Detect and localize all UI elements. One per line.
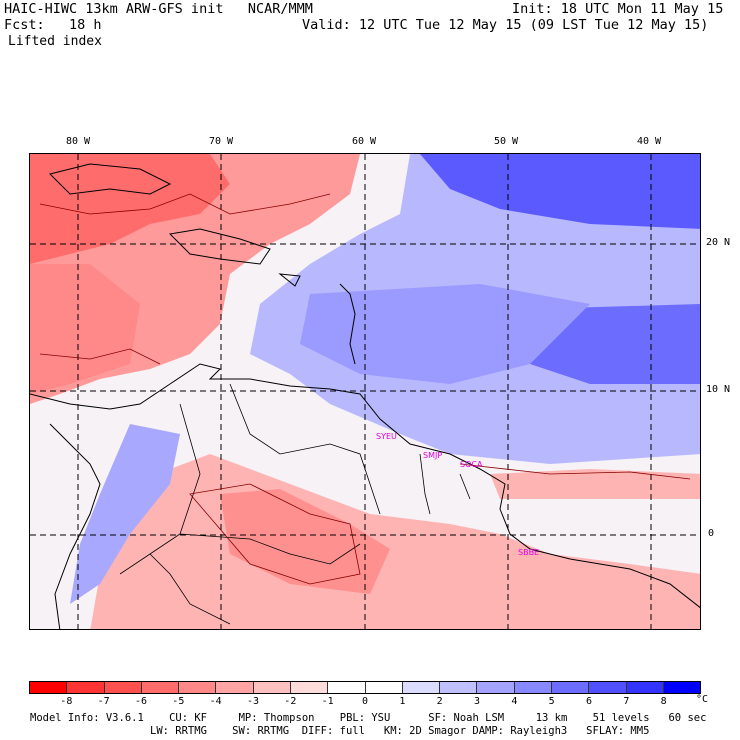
unstable-region-east — [490, 469, 700, 499]
unstable-core-caribbean — [30, 154, 230, 264]
lon-label-70w: 70 W — [209, 136, 234, 147]
coastlines — [30, 163, 700, 629]
colorbar-tick-label: -4 — [209, 696, 222, 707]
lat-label-10n: 10 N — [706, 384, 731, 395]
colorbar-tick-label: -6 — [134, 696, 148, 707]
lon-label-50w: 50 W — [494, 136, 519, 147]
colorbar-tick-label: 2 — [436, 696, 443, 707]
colorbar-segment — [626, 682, 664, 693]
colorbar-tick-label: 1 — [399, 696, 406, 707]
unstable-region-west — [30, 264, 140, 394]
forecast-hour: Fcst: 18 h — [4, 17, 102, 33]
colorbar-tick-label: 5 — [548, 696, 555, 707]
colorbar-segment — [253, 682, 291, 693]
colorbar-segment — [104, 682, 142, 693]
colorbar-segment — [663, 682, 701, 693]
map-grid — [30, 154, 700, 629]
stable-band — [300, 284, 590, 384]
colorbar-tick-label: -8 — [60, 696, 73, 707]
lifted-index-colorbar — [29, 681, 701, 694]
station-smjp: SMJP — [423, 451, 443, 460]
model-info-line1: Model Info: V3.6.1 CU: KF MP: Thompson P… — [30, 712, 707, 724]
colorbar-tick-label: -3 — [246, 696, 260, 707]
colorbar-segment — [67, 682, 105, 693]
stable-core-east — [530, 304, 700, 384]
colorbar-tick-label: 3 — [473, 696, 481, 707]
colorbar-segment — [30, 682, 68, 693]
stable-core-north — [420, 154, 700, 229]
colorbar-segment — [440, 682, 478, 693]
colorbar-segment — [179, 682, 217, 693]
field-name: Lifted index — [8, 34, 102, 49]
colorbar-tick-label: 6 — [585, 696, 593, 707]
lon-label-40w: 40 W — [637, 136, 662, 147]
model-info-line2: LW: RRTMG SW: RRTMG DIFF: full KM: 2D Sm… — [150, 725, 650, 737]
init-time: Init: 18 UTC Mon 11 May 15 — [512, 1, 724, 17]
colorbar-segment — [514, 682, 552, 693]
station-syeu: SYEU — [376, 432, 397, 441]
lon-label-80w: 80 W — [66, 136, 91, 147]
colorbar-segment — [216, 682, 254, 693]
colorbar-segment — [328, 682, 366, 693]
colorbar-unit: °C — [696, 694, 709, 705]
lifted-index-map — [30, 154, 700, 629]
colorbar-segment — [365, 682, 403, 693]
title-left: HAIC-HIWC 13km ARW-GFS init NCAR/MMM — [4, 1, 313, 17]
colorbar-segment — [477, 682, 515, 693]
lat-label-equator: 0 — [708, 528, 715, 539]
station-soca: SOCA — [460, 460, 483, 469]
stable-region-colombia — [70, 424, 180, 604]
contour-lines — [39, 193, 691, 585]
colorbar-tick-label: -5 — [172, 696, 185, 707]
station-sbbe: SBBE — [518, 548, 540, 557]
colorbar-segment — [141, 682, 180, 693]
colorbar-tick-label: -1 — [321, 696, 334, 707]
colorbar-tick-label: 8 — [660, 696, 667, 707]
colorbar-segment — [402, 682, 441, 693]
map-panel — [29, 153, 701, 630]
colorbar-segment — [290, 682, 329, 693]
colorbar-tick-label: -7 — [97, 696, 110, 707]
colorbar-segment — [589, 682, 627, 693]
colorbar-tick-label: -2 — [284, 696, 297, 707]
valid-time: Valid: 12 UTC Tue 12 May 15 (09 LST Tue … — [302, 17, 709, 33]
lat-label-20n: 20 N — [706, 237, 731, 248]
colorbar-tick-label: 0 — [361, 696, 369, 707]
colorbar-segment — [551, 682, 590, 693]
colorbar-tick-label: 4 — [511, 696, 518, 707]
lon-label-60w: 60 W — [352, 136, 377, 147]
colorbar-tick-label: 7 — [623, 696, 630, 707]
